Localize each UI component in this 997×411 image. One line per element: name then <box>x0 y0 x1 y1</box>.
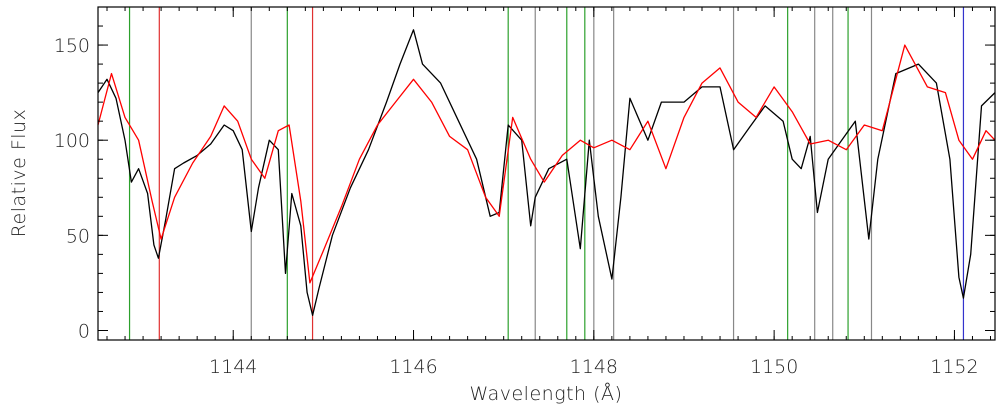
plot-frame <box>97 6 996 341</box>
series-line-0 <box>97 29 996 316</box>
y-tick-label: 0 <box>78 320 90 342</box>
y-tick-label: 100 <box>54 130 90 152</box>
axis-ticks <box>98 6 995 340</box>
axis-tick-labels: 1144 1146 1148 1150 1152 0 50 100 150 <box>54 35 979 378</box>
x-tick-label: 1148 <box>570 356 618 378</box>
series-line-1 <box>97 44 996 284</box>
y-axis-title: Relative Flux <box>8 109 30 238</box>
x-tick-label: 1152 <box>930 356 978 378</box>
absorption-marker-lines <box>128 7 965 340</box>
y-tick-label: 50 <box>66 225 90 247</box>
plot-axes <box>97 6 996 341</box>
x-axis-title: Wavelength (Å) <box>470 382 623 405</box>
flux-series <box>97 29 996 316</box>
x-tick-label: 1150 <box>750 356 798 378</box>
y-tick-label: 150 <box>54 35 90 57</box>
x-tick-label: 1146 <box>389 356 437 378</box>
x-tick-label: 1144 <box>209 356 257 378</box>
